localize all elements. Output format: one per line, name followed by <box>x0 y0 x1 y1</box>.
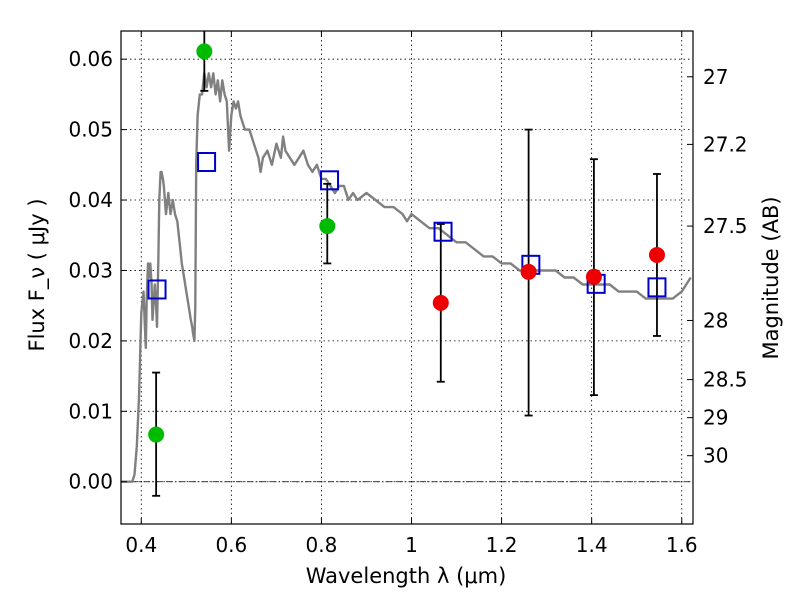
right-tick-label-3: 28 <box>703 308 728 332</box>
x-tick-label-3: 1 <box>405 533 418 557</box>
y-tick-label-3: 0.03 <box>68 258 113 282</box>
model-box-1 <box>197 151 217 172</box>
x-tick-label-2: 0.8 <box>306 533 338 557</box>
right-tick-label-6: 30 <box>703 444 728 468</box>
x-tick-label-5: 1.4 <box>576 533 608 557</box>
x-tick-label-6: 1.6 <box>666 533 698 557</box>
red-point-1 <box>520 263 537 280</box>
model-box-2 <box>320 170 340 191</box>
observed-points <box>148 43 665 443</box>
x-axis-label: Wavelength λ (μm) <box>306 564 507 588</box>
model-spectrum-line <box>121 72 692 483</box>
x-axis-ticks: 0.4 0.6 0.8 1 1.2 1.4 1.6 <box>125 31 698 557</box>
axes-frame <box>120 30 694 525</box>
model-spectrum-layer <box>121 72 692 483</box>
right-axis-label: Magnitude (AB) <box>759 196 783 359</box>
model-box-6 <box>647 277 667 298</box>
red-point-0 <box>432 294 449 311</box>
red-point-3 <box>648 246 665 263</box>
model-box-0 <box>147 279 167 300</box>
x-tick-label-1: 0.6 <box>215 533 247 557</box>
y-tick-label-0: 0.00 <box>68 470 113 494</box>
y-tick-label-2: 0.02 <box>68 329 113 353</box>
right-axis-ticks: 27 27.2 27.5 28 28.5 29 30 <box>687 65 748 468</box>
right-tick-label-5: 29 <box>703 406 728 430</box>
y-tick-label-4: 0.04 <box>68 188 113 212</box>
y-tick-label-5: 0.05 <box>68 118 113 142</box>
right-tick-label-0: 27 <box>703 65 728 89</box>
red-point-2 <box>585 268 602 285</box>
model-band-boxes <box>147 151 667 300</box>
right-tick-label-2: 27.5 <box>703 214 748 238</box>
plot-frame <box>120 30 694 525</box>
right-tick-label-1: 27.2 <box>703 132 748 156</box>
model-box-3 <box>433 221 453 242</box>
y-tick-label-1: 0.01 <box>68 399 113 423</box>
x-tick-label-0: 0.4 <box>125 533 157 557</box>
y-axis-label: Flux F_ν ( μJy ) <box>25 198 50 351</box>
green-point-0 <box>148 426 165 443</box>
right-tick-label-4: 28.5 <box>703 368 748 392</box>
y-axis-ticks: 0.00 0.01 0.02 0.03 0.04 0.05 0.06 <box>68 47 127 494</box>
green-point-1 <box>196 43 213 60</box>
y-tick-label-6: 0.06 <box>68 47 113 71</box>
x-tick-label-4: 1.2 <box>486 533 518 557</box>
error-bars <box>152 31 661 497</box>
grid-lines <box>121 31 693 524</box>
green-point-2 <box>319 218 336 235</box>
